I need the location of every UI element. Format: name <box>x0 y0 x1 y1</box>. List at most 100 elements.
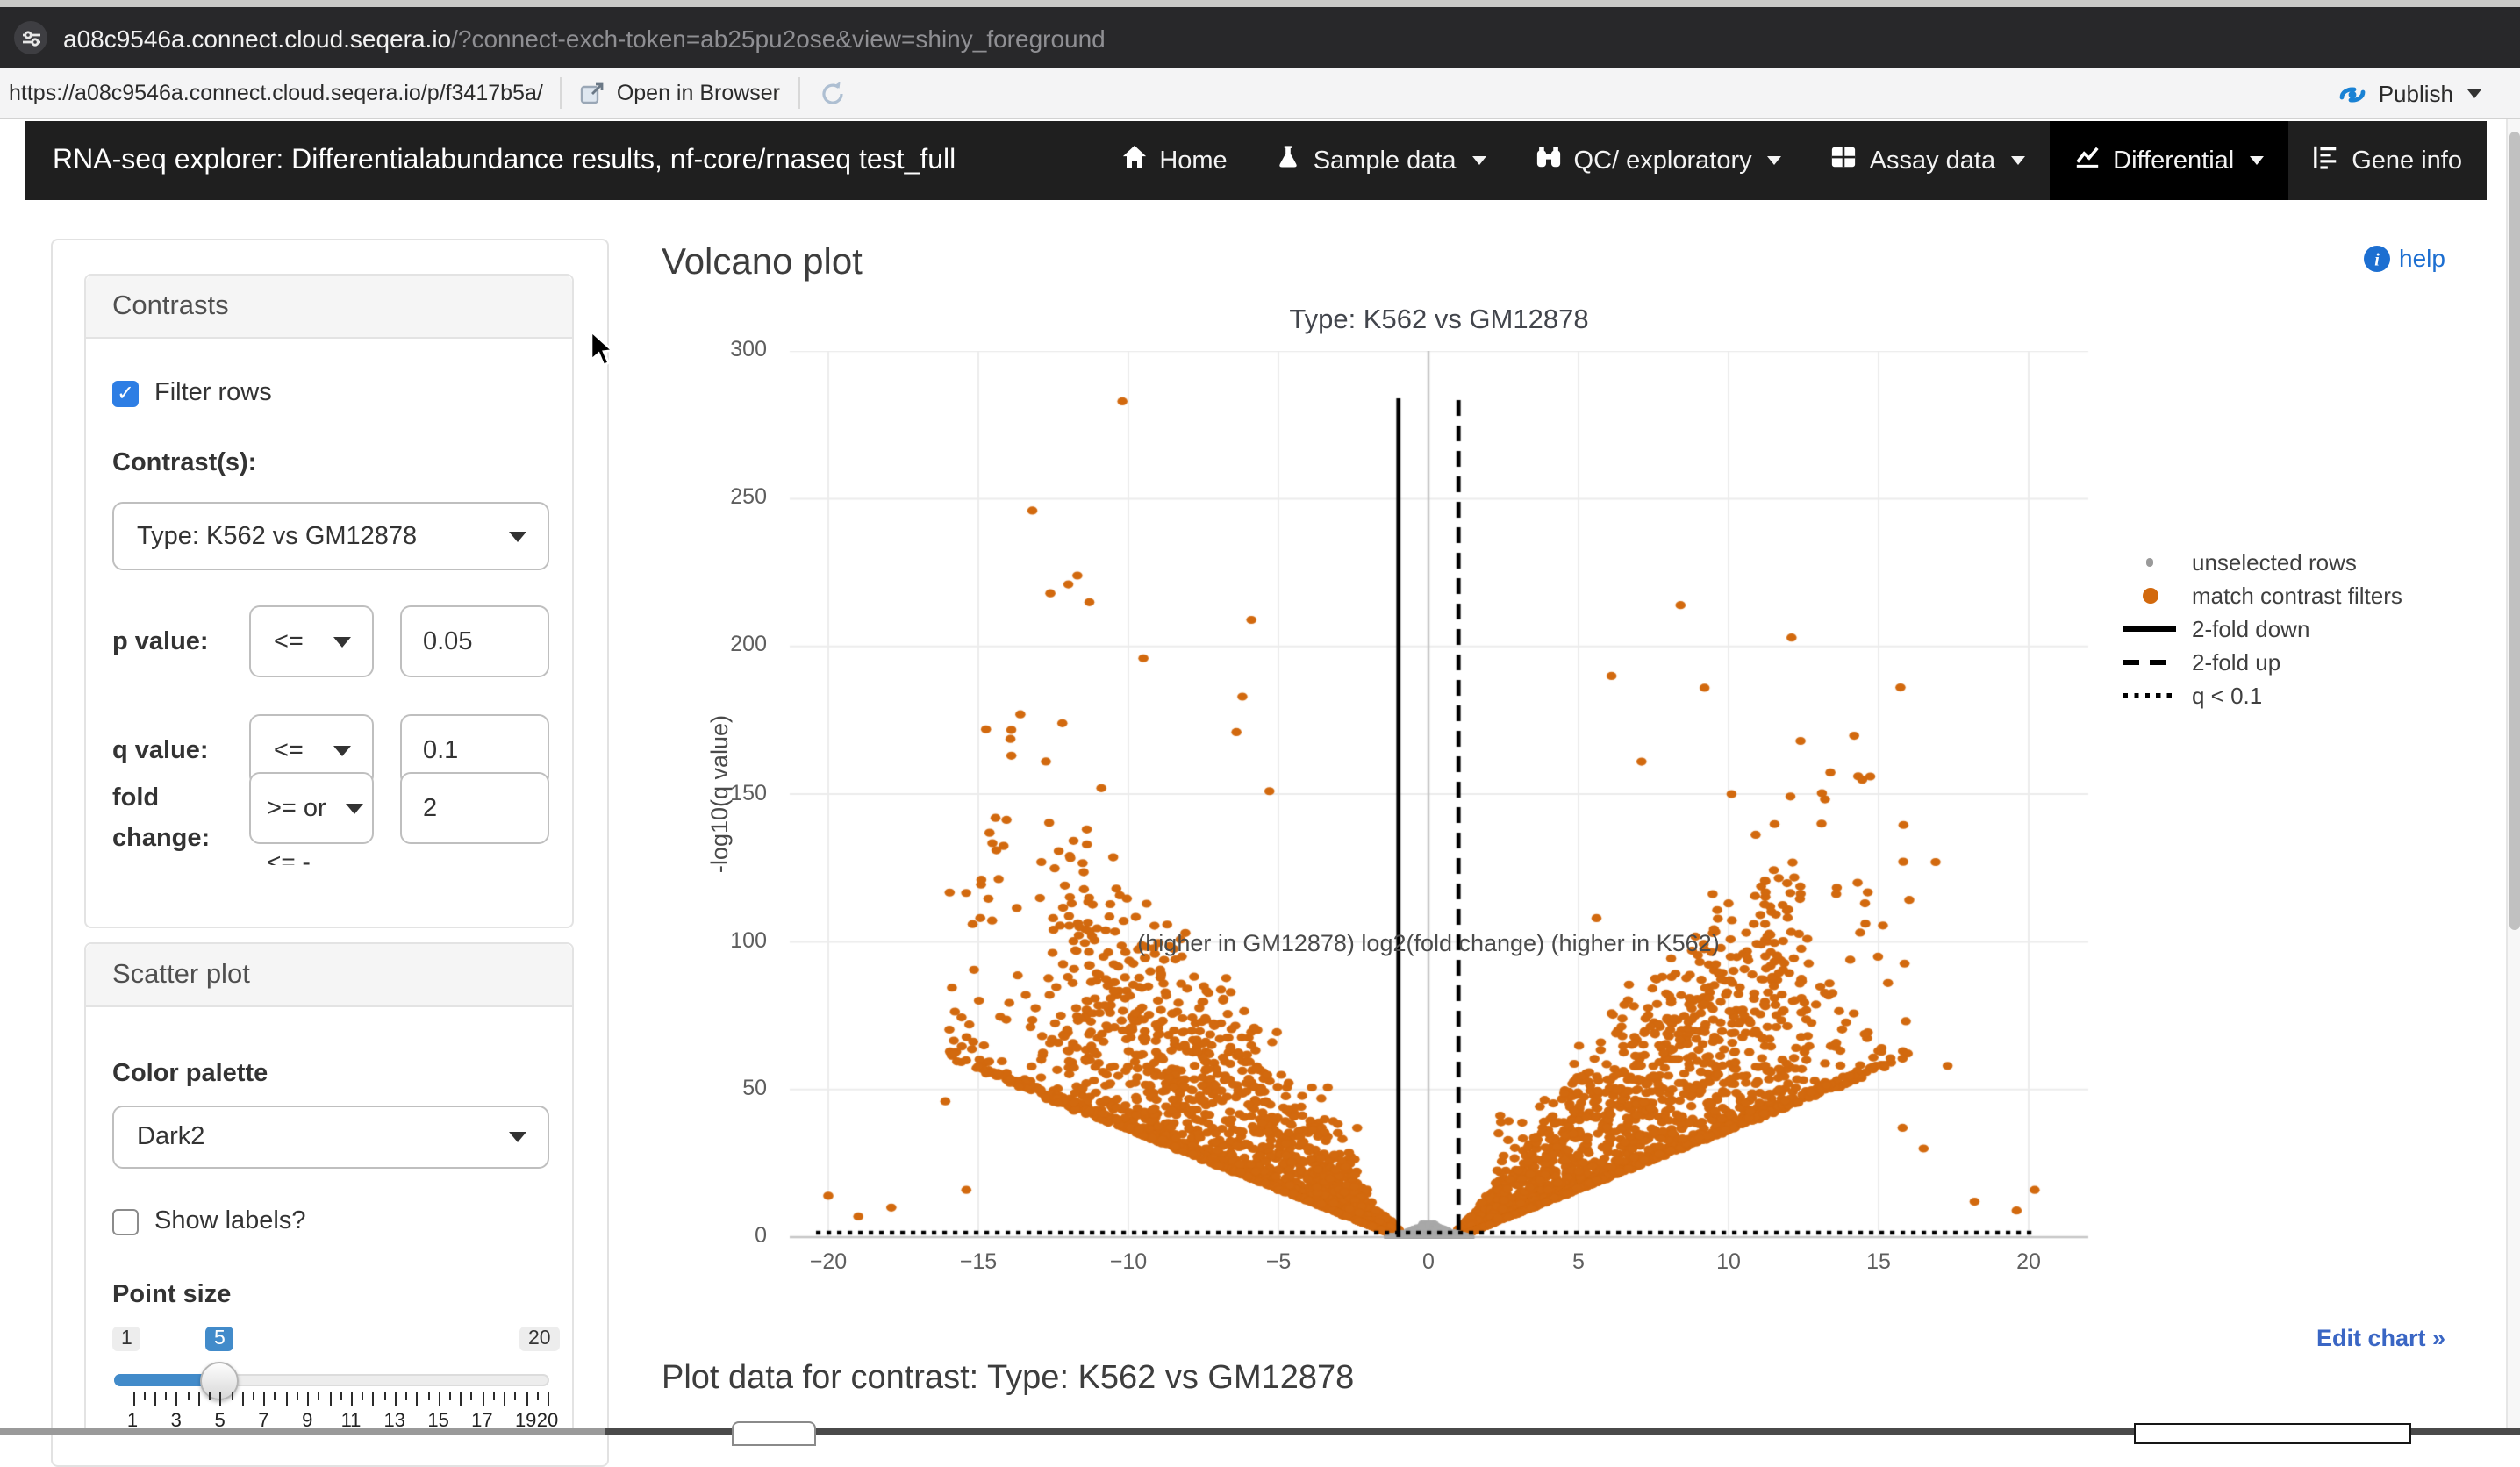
chevron-down-icon <box>509 1132 526 1142</box>
toolbar-divider-2 <box>798 77 800 109</box>
legend-label: 2-fold up <box>2192 649 2281 676</box>
fold-operator-value: >= or <box>267 794 326 822</box>
p-value-label: p value: <box>112 628 209 656</box>
fold-operator-select[interactable]: >= or <box>249 772 374 844</box>
flask-icon <box>1277 144 1301 177</box>
window-top-strip <box>0 0 2520 7</box>
nav-item-qc-exploratory[interactable]: QC/ exploratory <box>1511 121 1807 200</box>
app-navbar: RNA-seq explorer: Differentialabundance … <box>25 121 2487 200</box>
publish-button[interactable]: Publish <box>2338 78 2481 108</box>
edit-chart-link[interactable]: Edit chart » <box>2316 1325 2446 1351</box>
toolbar-divider <box>560 77 562 109</box>
external-window-icon <box>581 82 605 104</box>
color-palette-select[interactable]: Dark2 <box>112 1106 549 1169</box>
y-tick-label: 150 <box>730 780 767 805</box>
window-bottom-edge <box>605 1428 2520 1435</box>
volcano-plot-canvas[interactable] <box>781 351 2097 1239</box>
nav-item-sample-data[interactable]: Sample data <box>1252 121 1511 200</box>
nav-item-gene-info[interactable]: Gene info <box>2288 121 2487 200</box>
fold-operator-overflow: <= - <box>267 848 311 865</box>
open-in-browser-button[interactable]: Open in Browser <box>580 80 780 106</box>
scatter-plot-panel: Scatter plot <box>84 942 574 1435</box>
y-tick-label: 100 <box>730 927 767 953</box>
nav-item-label: Home <box>1159 147 1228 175</box>
x-tick-label: −5 <box>1265 1249 1292 1274</box>
x-tick-label: −20 <box>809 1249 848 1274</box>
contrasts-panel-header: Contrasts <box>86 276 572 339</box>
legend-item[interactable]: unselected rows <box>2123 546 2402 579</box>
app-title: RNA-seq explorer: Differentialabundance … <box>53 145 956 175</box>
legend-item[interactable]: 2-fold up <box>2123 646 2402 679</box>
color-palette-value: Dark2 <box>137 1123 205 1151</box>
info-icon: i <box>2364 245 2390 271</box>
publish-caret-icon <box>2467 89 2481 97</box>
x-axis-title-text: (higher in GM12878) log2(fold change) (h… <box>1137 930 1720 956</box>
url-text[interactable]: a08c9546a.connect.cloud.seqera.io/?conne… <box>63 24 1106 52</box>
contrast-label: Contrast(s): <box>112 449 257 477</box>
chevron-down-icon <box>509 531 526 541</box>
p-value-input[interactable]: 0.05 <box>400 605 549 677</box>
slider-min-badge: 1 <box>112 1327 141 1351</box>
legend-item[interactable]: match contrast filters <box>2123 579 2402 612</box>
x-tick-label: −10 <box>1109 1249 1148 1274</box>
legend-item[interactable]: 2-fold down <box>2123 612 2402 646</box>
mouse-cursor <box>590 330 616 367</box>
x-tick-label: 0 <box>1422 1249 1435 1274</box>
show-labels-row: Show labels? <box>112 1207 306 1235</box>
slider-value-badge: 5 <box>205 1327 234 1351</box>
nav-item-label: QC/ exploratory <box>1573 147 1752 175</box>
p-operator-select[interactable]: <= <box>249 605 374 677</box>
filter-rows-label: Filter rows <box>154 379 272 407</box>
contrast-select[interactable]: Type: K562 vs GM12878 <box>112 502 549 570</box>
y-tick-label: 300 <box>730 337 767 362</box>
y-tick-label: 50 <box>742 1075 767 1100</box>
legend-label: 2-fold down <box>2192 616 2310 642</box>
help-link[interactable]: i help <box>2364 244 2445 272</box>
scatter-panel-title: Scatter plot <box>112 959 250 989</box>
legend-label: q < 0.1 <box>2192 683 2263 709</box>
slider-max-badge: 20 <box>519 1327 560 1351</box>
plot-legend[interactable]: unselected rows match contrast filters 2-f… <box>2123 546 2402 712</box>
q-operator-value: <= <box>274 736 304 764</box>
open-in-browser-label: Open in Browser <box>616 81 781 105</box>
nav-item-assay-data[interactable]: Assay data <box>1807 121 2051 200</box>
legend-symbol-line-solid <box>2123 626 2176 632</box>
q-value-text: 0.1 <box>423 736 459 764</box>
y-tick-label: 250 <box>730 484 767 510</box>
nav-item-label: Differential <box>2113 147 2235 175</box>
fold-change-text: 2 <box>423 794 438 822</box>
y-tick-label: 200 <box>730 632 767 657</box>
x-tick-label: 20 <box>2016 1249 2041 1274</box>
refresh-icon[interactable] <box>817 78 847 108</box>
seqera-icon <box>2340 86 2366 102</box>
nav-item-differential[interactable]: Differential <box>2050 121 2289 200</box>
legend-label: match contrast filters <box>2192 583 2402 609</box>
nav-item-home[interactable]: Home <box>1096 121 1251 200</box>
show-labels-checkbox[interactable] <box>112 1208 139 1234</box>
volcano-plot: 0 50 100 150 200 250 300 −20 −15 −10 −5 0 5 10 15 20 (… <box>706 337 2097 1274</box>
table-length-select[interactable] <box>732 1421 816 1446</box>
contrasts-title: Contrasts <box>112 290 229 320</box>
nav-item-label: Sample data <box>1313 147 1457 175</box>
tune-icon[interactable] <box>14 21 47 54</box>
x-tick-label: 5 <box>1572 1249 1585 1274</box>
color-palette-label: Color palette <box>112 1060 268 1088</box>
point-size-slider-fill <box>114 1374 219 1386</box>
legend-item[interactable]: q < 0.1 <box>2123 679 2402 712</box>
chart-title: Type: K562 vs GM12878 <box>1289 305 1589 335</box>
table-search-input[interactable] <box>2134 1423 2411 1444</box>
url-host: a08c9546a.connect.cloud.seqera.io <box>63 24 452 52</box>
legend-symbol-dot-orange <box>2123 588 2176 604</box>
scrollbar-thumb[interactable] <box>2509 132 2519 930</box>
legend-symbol-dot-gray <box>2123 558 2176 567</box>
show-labels-label: Show labels? <box>154 1207 306 1235</box>
chevron-down-icon <box>2250 156 2265 165</box>
legend-symbol-line-dotted <box>2123 693 2176 698</box>
fold-change-label-1: fold <box>112 784 160 812</box>
y-tick-label: 0 <box>755 1223 767 1248</box>
filter-rows-checkbox[interactable]: ✓ <box>112 380 139 406</box>
help-label: help <box>2399 244 2445 272</box>
nav-items: Home Sample data QC/ exploratory Assay data… <box>1096 121 2487 200</box>
legend-symbol-line-dashed <box>2123 660 2176 665</box>
fold-change-input[interactable]: 2 <box>400 772 549 844</box>
